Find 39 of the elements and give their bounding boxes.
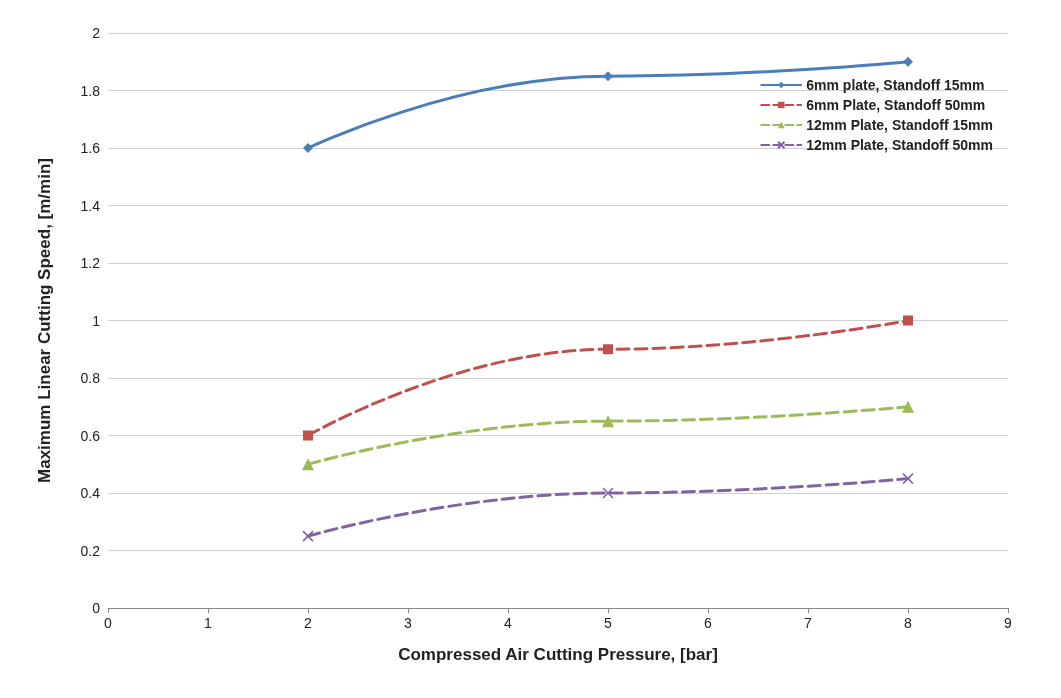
- point: [303, 143, 313, 153]
- point: [902, 400, 914, 413]
- y-tick-label: 0.8: [80, 370, 101, 386]
- y-tick-label: 0: [92, 600, 101, 616]
- point: [302, 530, 314, 542]
- point: [602, 415, 614, 428]
- legend-label: 12mm Plate, Standoff 50mm: [806, 137, 994, 153]
- y-tick-label: 0.2: [80, 542, 101, 559]
- point: [903, 315, 913, 326]
- x-tick-label: 3: [404, 615, 413, 631]
- y-tick-label: 0.6: [80, 427, 101, 444]
- point: [902, 472, 914, 485]
- point: [602, 487, 614, 499]
- y-tick-label: 1.6: [80, 140, 101, 156]
- x-tick-label: 4: [504, 615, 513, 631]
- x-tick-label: 5: [604, 615, 613, 631]
- y-tick-label: 1: [92, 312, 101, 329]
- y-tick-label: 2: [92, 25, 101, 41]
- y-tick-label: 1.2: [80, 255, 101, 271]
- x-tick-label: 6: [704, 615, 713, 631]
- point: [603, 71, 613, 82]
- legend-label: 12mm Plate, Standoff 15mm: [806, 117, 994, 133]
- x-tick-label: 8: [904, 615, 913, 631]
- legend-label: 6mm plate, Standoff 15mm: [806, 77, 985, 93]
- y-axis-title: Maximum Linear Cutting Speed, [m/min]: [35, 158, 54, 483]
- point: [603, 344, 613, 355]
- y-tick-label: 1.4: [80, 197, 101, 214]
- y-tick-label: 1.8: [80, 82, 101, 99]
- point: [903, 56, 913, 67]
- point: [302, 458, 314, 471]
- x-tick-label: 2: [304, 615, 313, 631]
- legend-label: 6mm Plate, Standoff 50mm: [806, 97, 986, 113]
- x-tick-label: 0: [104, 615, 113, 631]
- x-axis-title: Compressed Air Cutting Pressure, [bar]: [398, 645, 718, 664]
- x-tick-label: 7: [804, 615, 813, 631]
- x-tick-label: 9: [1004, 615, 1013, 631]
- point: [303, 430, 313, 441]
- x-tick-label: 1: [204, 615, 213, 631]
- y-tick-label: 0.4: [80, 485, 101, 501]
